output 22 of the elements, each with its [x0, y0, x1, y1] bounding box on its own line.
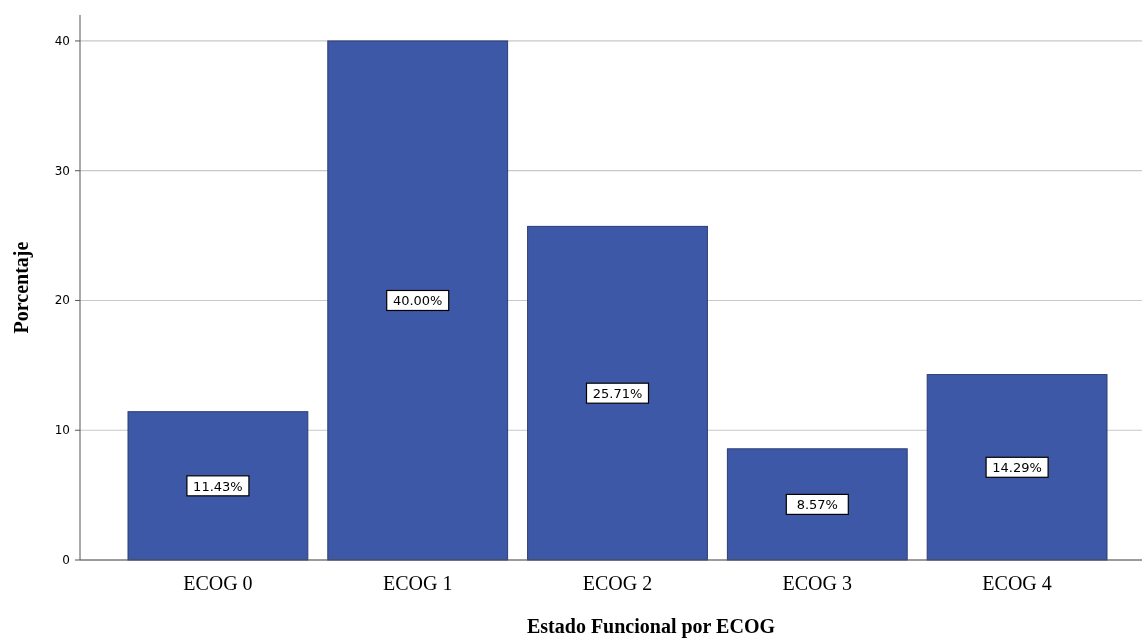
- x-axis-title: Estado Funcional por ECOG: [526, 615, 776, 638]
- data-label: 40.00%: [392, 293, 443, 309]
- x-tick-label: ECOG 2: [582, 572, 653, 594]
- data-label: 25.71%: [592, 386, 643, 402]
- y-tick-label: 30: [54, 163, 70, 178]
- bar: [127, 411, 309, 561]
- y-tick-label: 40: [54, 33, 70, 48]
- y-tick-label: 10: [54, 423, 70, 438]
- y-axis-title: Porcentaje: [10, 241, 33, 334]
- x-tick-label: ECOG 4: [982, 572, 1052, 594]
- bar: [327, 40, 509, 561]
- x-tick-label: ECOG 0: [183, 572, 253, 594]
- bar: [527, 225, 708, 561]
- data-label: 11.43%: [193, 478, 243, 494]
- data-label: 14.29%: [992, 460, 1042, 476]
- y-tick-label: 20: [54, 293, 70, 308]
- x-tick-label: ECOG 3: [782, 572, 853, 594]
- bar: [926, 374, 1108, 561]
- data-label: 8.57%: [796, 497, 838, 513]
- x-tick-label: ECOG 1: [382, 572, 453, 594]
- y-tick-label: 0: [62, 553, 70, 567]
- bar: [726, 448, 908, 561]
